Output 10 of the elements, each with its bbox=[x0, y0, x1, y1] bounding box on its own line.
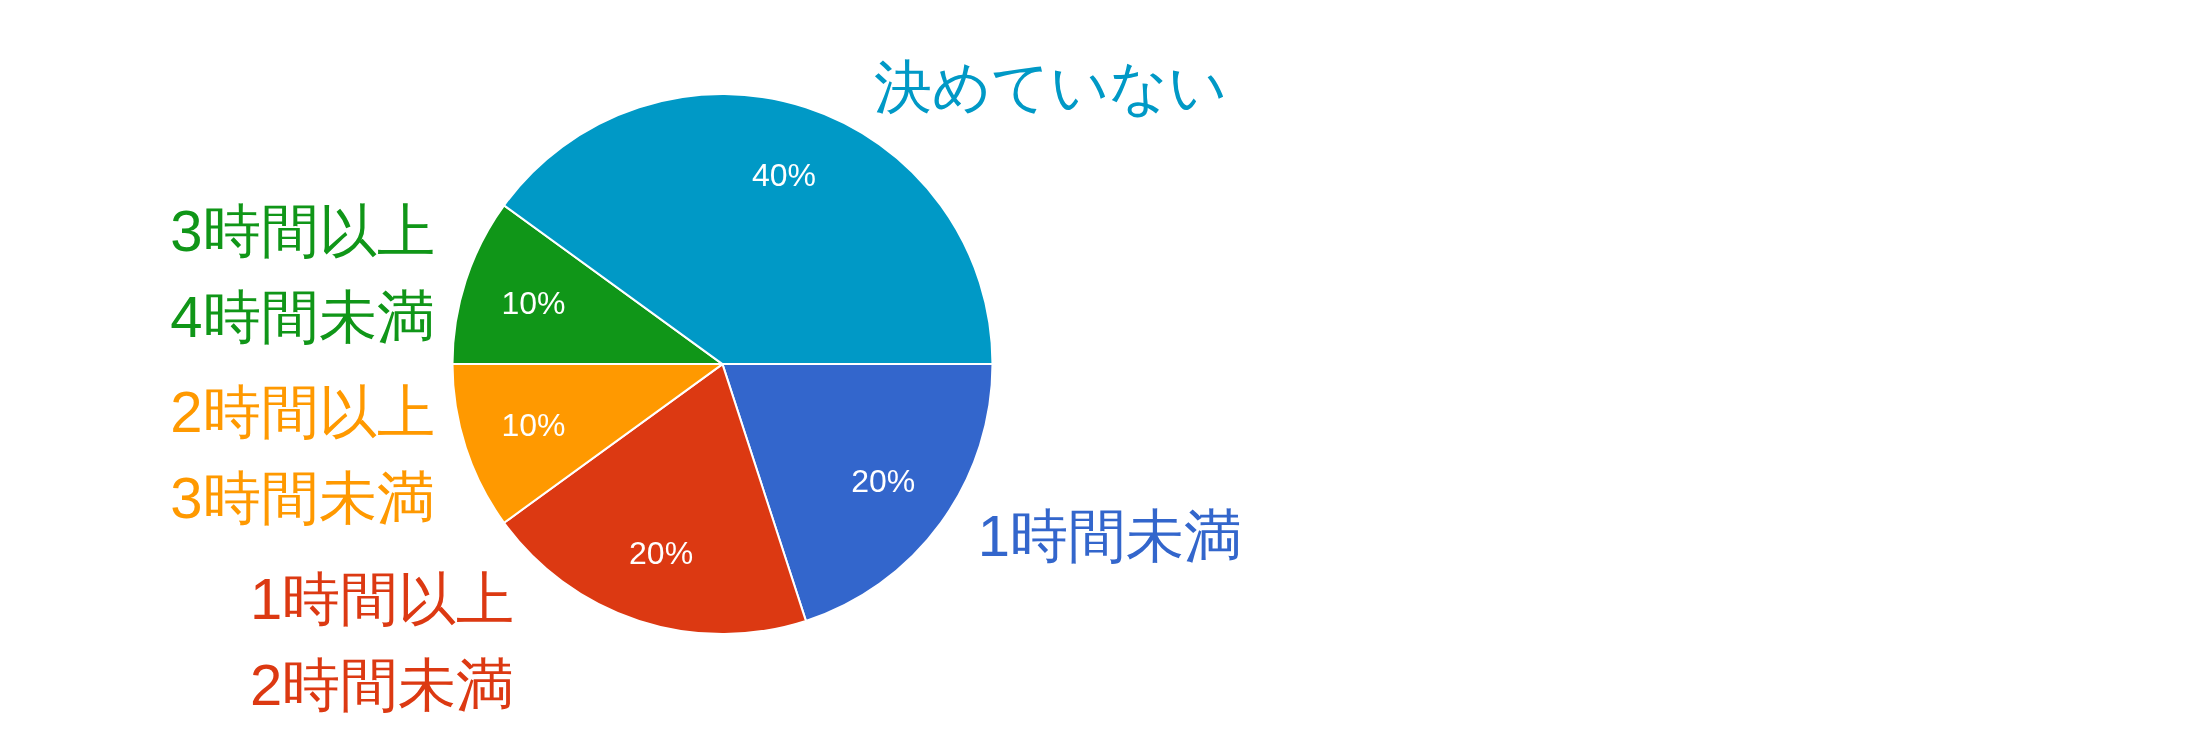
slice-label: 決めていない bbox=[873, 53, 1227, 119]
data-label: 20% bbox=[629, 535, 694, 572]
data-label: 10% bbox=[501, 284, 566, 321]
slice-label: 1時間以上 2時間未満 bbox=[250, 566, 515, 718]
slice-label: 3時間以上 4時間未満 bbox=[170, 198, 435, 350]
data-label: 20% bbox=[851, 462, 916, 499]
data-label: 40% bbox=[751, 157, 816, 194]
data-label: 10% bbox=[501, 407, 566, 444]
slice-label: 1時間未満 bbox=[977, 503, 1243, 569]
slice-label: 2時間以上 3時間未満 bbox=[170, 378, 435, 530]
